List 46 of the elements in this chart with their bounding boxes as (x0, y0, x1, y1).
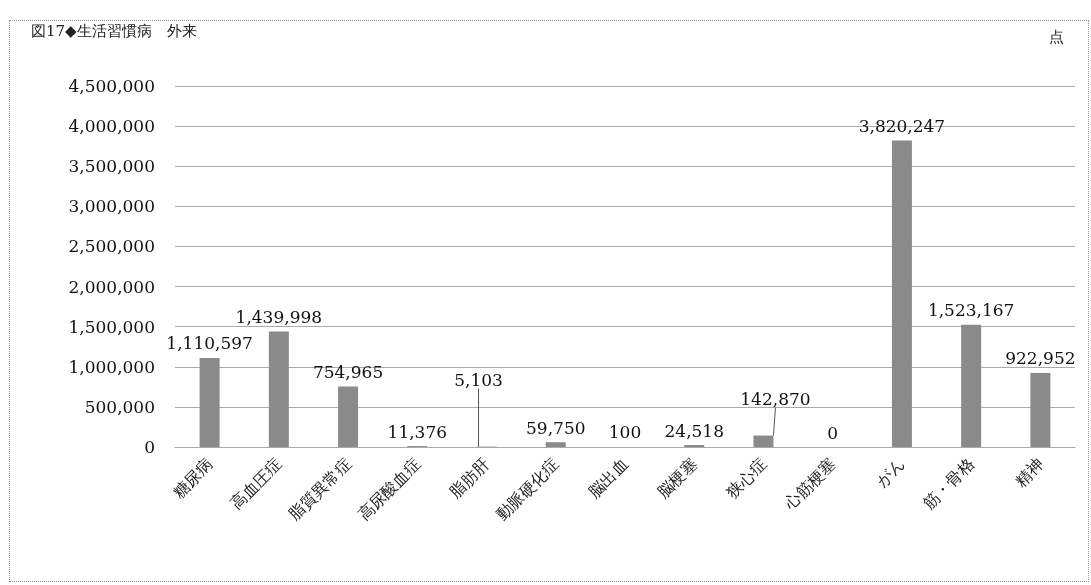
x-tick-label: 高血圧症 (226, 454, 286, 513)
x-tick-label: 脂肪肝 (445, 454, 494, 502)
bar (199, 357, 220, 447)
data-label: 142,870 (740, 389, 811, 410)
x-tick-label: 筋・骨格 (919, 454, 978, 513)
data-label: 0 (827, 422, 839, 443)
data-label: 3,820,247 (858, 116, 946, 137)
data-label: 1,439,998 (235, 306, 323, 327)
y-tick-label: 4,500,000 (68, 76, 155, 96)
y-tick-label: 1,500,000 (68, 316, 155, 337)
bar (753, 435, 774, 447)
chart-title: 図17◆生活習慣病 外来 (31, 21, 197, 40)
data-label: 1,523,167 (927, 300, 1015, 321)
y-tick-label: 0 (144, 437, 155, 457)
bar (338, 386, 359, 447)
y-tick-label: 4,000,000 (68, 116, 155, 137)
x-tick-label: 糖尿病 (168, 454, 217, 502)
data-label: 24,518 (664, 420, 724, 441)
bar (268, 331, 289, 447)
y-tick-label: 2,500,000 (68, 236, 155, 257)
y-tick-label: 3,000,000 (68, 196, 155, 217)
x-tick-label: 精神 (1011, 454, 1048, 491)
data-label: 5,103 (454, 370, 503, 391)
data-label: 1,110,597 (166, 333, 253, 354)
bar (545, 442, 566, 447)
bar (961, 324, 982, 447)
x-tick-label: 高尿酸血症 (354, 454, 425, 525)
data-label: 11,376 (387, 421, 448, 442)
x-tick-label: 動脈硬化症 (492, 454, 563, 525)
y-tick-label: 3,500,000 (68, 156, 155, 177)
x-tick-label: 脳出血 (584, 454, 632, 502)
data-label: 754,965 (312, 361, 384, 382)
x-tick-label: 狭心症 (722, 454, 771, 502)
data-label: 100 (608, 422, 642, 443)
data-label: 59,750 (526, 417, 586, 438)
y-tick-label: 1,000,000 (68, 356, 155, 377)
data-label: 922,952 (1005, 348, 1076, 369)
y-axis-title: 点 (1049, 27, 1064, 46)
x-tick-label: 心筋梗塞 (780, 454, 840, 514)
y-tick-label: 500,000 (84, 396, 155, 417)
bar (1030, 372, 1051, 447)
bar (891, 140, 912, 447)
x-tick-label: がん (872, 454, 909, 491)
y-tick-label: 2,000,000 (68, 276, 155, 297)
x-tick-label: 脂質異常症 (284, 454, 355, 525)
x-tick-label: 脳梗塞 (653, 454, 701, 502)
